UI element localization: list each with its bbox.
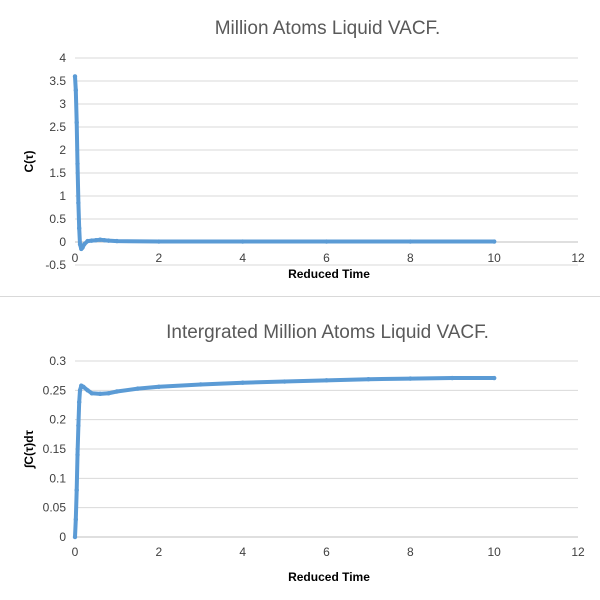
vacf-data-point [75,161,80,166]
x-tick-label: 0 [72,251,79,265]
vacf-data-point [97,237,103,242]
vacf-data-point [73,88,79,93]
x-tick-label: 10 [487,251,501,265]
vacf-data-point [74,120,79,125]
vacf-series-line [73,74,497,251]
integrated-data-point [156,384,162,390]
x-axis-title: Reduced Time [288,570,370,584]
x-tick-label: 4 [239,545,246,559]
x-tick-label: 12 [571,251,585,265]
vacf-data-point [156,239,162,244]
vacf-data-point [76,226,82,231]
vacf-data-point [77,242,83,247]
vacf-data-point [491,239,497,244]
y-axis-title: ∫C(τ)dτ [22,429,36,469]
vacf-data-point [82,242,87,247]
x-tick-label: 8 [407,545,414,559]
x-tick-label: 12 [571,545,585,559]
y-tick-label: 0 [59,235,66,249]
vacf-data-point [114,238,120,244]
y-tick-label: 4 [59,51,66,65]
vacf-data-point [89,238,94,243]
vacf-data-point [408,239,413,244]
chart-title: Intergrated Million Atoms Liquid VACF. [166,322,489,343]
integrated-data-point [76,423,81,428]
integrated-data-point [73,517,79,522]
x-tick-label: 2 [155,545,162,559]
y-tick-label: 1.5 [49,166,66,180]
vacf-data-point [72,74,78,79]
vacf-data-point [324,239,329,244]
integrated-data-point [76,399,82,405]
integrated-data-point [106,391,111,396]
chart-divider [0,296,600,297]
y-tick-label: 0.25 [43,383,67,397]
integrated-data-point [114,389,120,394]
integrated-data-point [81,384,86,390]
y-tick-label: 3.5 [49,74,66,88]
x-tick-label: 6 [323,545,330,559]
x-tick-label: 6 [323,251,330,265]
y-tick-label: -0.5 [45,258,66,272]
vacf-data-point [102,237,107,243]
integrated-data-point [77,388,83,393]
integrated-data-point [74,487,79,493]
integrated-data-point [408,376,413,381]
x-tick-label: 4 [239,251,246,265]
integrated-data-point [324,378,329,383]
vacf-data-point [85,238,90,244]
chart-vacf: Million Atoms Liquid VACF. -0.5 0 0.5 1 1.5 2 2… [22,18,585,281]
y-tick-label: 3 [59,97,66,111]
y-tick-label: 0.15 [43,442,67,456]
integrated-data-point [89,391,94,396]
integrated-data-point [135,386,141,391]
integrated-data-point [72,534,78,540]
x-axis-title: Reduced Time [288,267,370,281]
integrated-data-point [450,375,455,381]
integrated-series-line [73,376,497,539]
y-tick-label: 0.1 [49,471,66,485]
y-tick-label: 0.05 [43,501,67,515]
integrated-data-point [198,382,203,387]
y-tick-label: 0.5 [49,212,66,226]
vacf-data-point [93,237,99,243]
x-tick-label: 8 [407,251,414,265]
y-tick-label: 0.3 [49,354,66,368]
integrated-data-point [491,375,497,381]
x-tick-label: 2 [155,251,162,265]
chart-title: Million Atoms Liquid VACF. [215,18,441,39]
integrated-data-point [85,388,90,393]
y-tick-label: 0 [59,530,66,544]
integrated-data-point [282,379,287,384]
integrated-data-point [75,452,80,458]
integrated-data-point [366,376,371,382]
vacf-data-point [106,238,111,243]
chart-integrated-vacf: Intergrated Million Atoms Liquid VACF.00… [22,322,585,584]
y-tick-label: 0.2 [49,413,66,427]
vacf-data-point [240,239,245,244]
y-tick-label: 2.5 [49,120,66,134]
y-axis-title: C(τ) [22,150,36,172]
x-tick-label: 10 [487,545,501,559]
x-tick-label: 0 [72,545,79,559]
vacf-data-point [76,200,81,206]
integrated-data-point [97,391,103,397]
y-tick-label: 2 [59,143,66,157]
y-tick-label: 1 [59,189,66,203]
integrated-data-point [240,380,245,385]
